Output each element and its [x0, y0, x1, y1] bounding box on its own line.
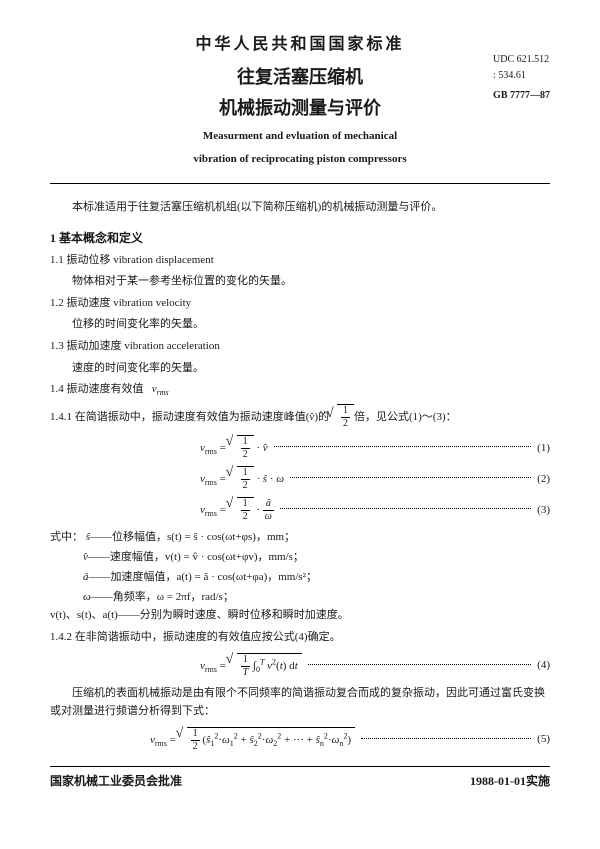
equation-4: vrms = 1T ∫0T v2(t) dt (4) — [50, 653, 550, 678]
where-line-1: ——位移幅值，s(t) = ŝ · cos(ωt+φs)，mm； — [90, 531, 295, 543]
equation-5: vrms = 12 (ŝ12·ω12 + ŝ22·ω22 + ··· + ŝn2… — [50, 727, 550, 752]
eq-num-4: (4) — [537, 659, 550, 671]
nation-title: 中华人民共和国国家标准 — [50, 30, 550, 54]
en-title-1: Measurment and evluation of mechanical — [50, 128, 550, 145]
item-1-3-desc: 速度的时间变化率的矢量。 — [50, 360, 550, 378]
footer-left: 国家机械工业委员会批准 — [50, 772, 182, 789]
dots-4 — [308, 663, 531, 665]
dots-3 — [280, 507, 531, 509]
gb-code: GB 7777—87 — [493, 88, 550, 104]
document-page: 中华人民共和国国家标准 UDC 621.512 : 534.61 GB 7777… — [0, 0, 600, 809]
title-line-2: 机械振动测量与评价 — [50, 95, 550, 122]
top-divider — [50, 183, 550, 184]
eq-num-3: (3) — [537, 504, 550, 516]
complex-vibration-para: 压缩机的表面机械振动是由有限个不同频率的简谐振动复合而成的复杂振动，因此可通过富… — [50, 684, 550, 721]
en-title-2: vibration of reciprocating piston compre… — [50, 151, 550, 168]
item-1-1-label: 1.1 振动位移 — [50, 254, 111, 266]
eq-num-5: (5) — [537, 733, 550, 745]
item-1-4-1-text-c: 倍，见公式(1)～(3)： — [354, 411, 457, 423]
item-1-2: 1.2 振动速度 vibration velocity — [50, 295, 550, 313]
intro-paragraph: 本标准适用于往复活塞压缩机机组(以下简称压缩机)的机械振动测量与评价。 — [50, 198, 550, 217]
item-1-4-2-text: 在非简谐振动中，振动速度的有效值应按公式(4)确定。 — [75, 631, 341, 643]
item-1-4-1: 1.4.1 在简谐振动中，振动速度有效值为振动速度峰值(v̂)的12倍，见公式(… — [50, 404, 550, 429]
item-1-4: 1.4 振动速度有效值 vrms — [50, 381, 550, 400]
where-extra: v(t)、s(t)、a(t)——分别为瞬时速度、瞬时位移和瞬时加速度。 — [50, 607, 550, 625]
standard-codes: UDC 621.512 : 534.61 GB 7777—87 — [493, 52, 550, 104]
item-1-1-en: vibration displacement — [113, 254, 214, 266]
item-1-4-sym: vrms — [146, 383, 168, 395]
where-line-4: ——角频率，ω = 2πf，rad/s； — [91, 591, 234, 603]
eq-num-2: (2) — [537, 473, 550, 485]
item-1-1: 1.1 振动位移 vibration displacement — [50, 252, 550, 270]
item-1-2-en: vibration velocity — [113, 297, 191, 309]
equation-1: vrms = 12 · v̂ (1) — [50, 435, 550, 460]
item-1-4-1-label: 1.4.1 — [50, 411, 72, 423]
item-1-3: 1.3 振动加速度 vibration acceleration — [50, 338, 550, 356]
equation-1-body: vrms = 12 · v̂ — [50, 435, 268, 460]
header-area: 中华人民共和国国家标准 UDC 621.512 : 534.61 GB 7777… — [50, 30, 550, 167]
equation-3-body: vrms = 12 · âω — [50, 497, 274, 522]
equation-4-body: vrms = 1T ∫0T v2(t) dt — [50, 653, 302, 678]
eq-num-1: (1) — [537, 442, 550, 454]
where-block: 式中： ŝ——位移幅值，s(t) = ŝ · cos(ωt+φs)，mm； v̂… — [50, 528, 550, 607]
page-footer: 国家机械工业委员会批准 1988-01-01实施 — [50, 766, 550, 789]
item-1-4-label: 1.4 振动速度有效值 — [50, 383, 144, 395]
dots-2 — [290, 476, 531, 478]
equation-5-body: vrms = 12 (ŝ12·ω12 + ŝ22·ω22 + ··· + ŝn2… — [50, 727, 355, 752]
item-1-4-1-text-a: 在简谐振动中，振动速度有效值为振动速度峰值( — [75, 411, 310, 423]
section-1-title: 1 基本概念和定义 — [50, 229, 550, 246]
title-line-1: 往复活塞压缩机 — [50, 64, 550, 91]
where-line-2: ——速度幅值，v(t) = v̂ · cos(ωt+φv)，mm/s； — [88, 551, 304, 563]
item-1-4-2: 1.4.2 在非简谐振动中，振动速度的有效值应按公式(4)确定。 — [50, 629, 550, 647]
equation-2-body: vrms = 12 · ŝ · ω — [50, 466, 284, 491]
where-line-3: ——加速度幅值，a(t) = â · cos(ωt+φa)，mm/s²； — [89, 571, 317, 583]
item-1-2-label: 1.2 振动速度 — [50, 297, 111, 309]
item-1-1-desc: 物体相对于某一参考坐标位置的变化的矢量。 — [50, 273, 550, 291]
footer-right: 1988-01-01实施 — [470, 772, 550, 789]
dots-1 — [274, 445, 532, 447]
udc-code: UDC 621.512 — [493, 52, 550, 68]
where-label: 式中： — [50, 531, 83, 543]
item-1-2-desc: 位移的时间变化率的矢量。 — [50, 316, 550, 334]
udc-sub: : 534.61 — [493, 68, 550, 84]
item-1-4-2-label: 1.4.2 — [50, 631, 72, 643]
equation-2: vrms = 12 · ŝ · ω (2) — [50, 466, 550, 491]
item-1-3-en: vibration acceleration — [124, 340, 220, 352]
item-1-3-label: 1.3 振动加速度 — [50, 340, 122, 352]
equation-3: vrms = 12 · âω (3) — [50, 497, 550, 522]
dots-5 — [361, 737, 531, 739]
